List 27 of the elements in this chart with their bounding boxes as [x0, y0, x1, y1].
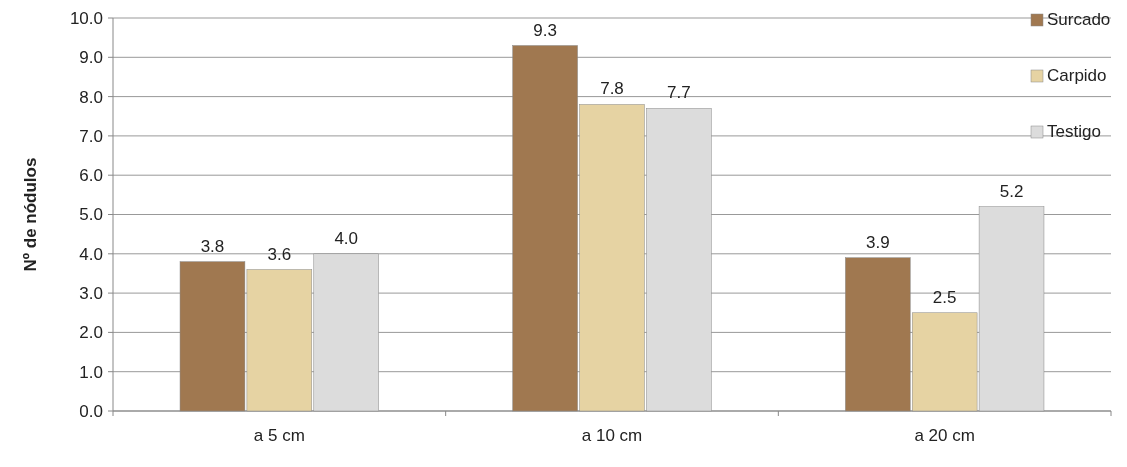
y-axis-title: Nº de nódulos	[21, 157, 40, 272]
data-label: 2.5	[932, 287, 957, 307]
y-tick-label: 1.0	[79, 362, 103, 382]
legend-label: Surcado	[1047, 10, 1111, 29]
y-tick-label: 6.0	[79, 166, 103, 186]
data-label: 3.8	[200, 236, 225, 256]
y-tick-label: 4.0	[79, 244, 103, 264]
y-tick-label: 8.0	[79, 87, 103, 107]
x-tick-label: a 10 cm	[581, 426, 643, 445]
y-tick-label: 10.0	[69, 8, 103, 28]
x-tick-label: a 5 cm	[253, 426, 305, 445]
data-label: 7.7	[667, 83, 691, 103]
y-tick-label: 7.0	[79, 126, 103, 146]
y-tick-label: 0.0	[79, 401, 103, 421]
legend-label: Testigo	[1047, 122, 1101, 141]
y-tick-label: 5.0	[79, 205, 103, 225]
legend-label: Carpido	[1047, 66, 1107, 85]
data-label: 3.6	[267, 244, 292, 264]
data-label: 4.0	[334, 228, 359, 248]
data-label: 3.9	[865, 232, 890, 252]
y-tick-label: 9.0	[79, 48, 103, 68]
y-tick-label: 2.0	[79, 323, 103, 343]
x-tick-label: a 20 cm	[914, 426, 975, 445]
data-label: 7.8	[600, 79, 624, 99]
data-label: 5.2	[999, 181, 1024, 201]
data-label: 9.3	[533, 20, 557, 40]
y-tick-label: 3.0	[79, 284, 103, 304]
